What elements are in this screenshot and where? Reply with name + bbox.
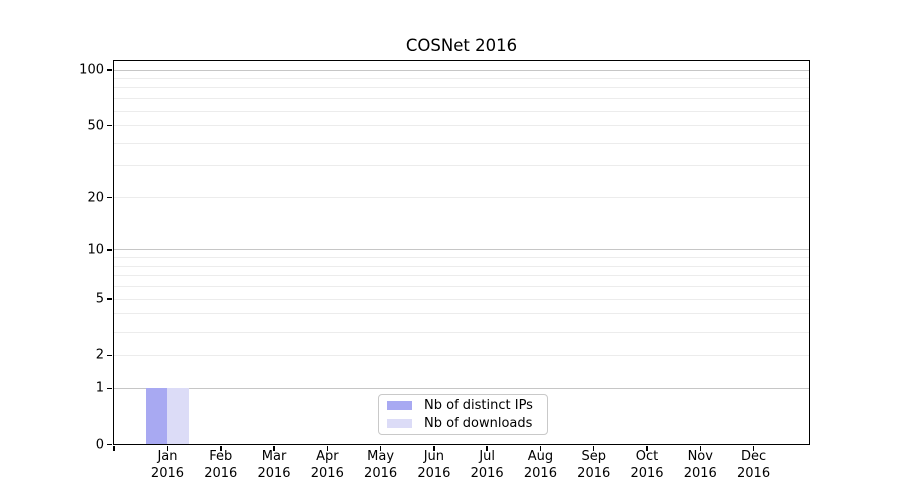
minor-gridline	[113, 125, 810, 127]
x-tick	[113, 446, 115, 451]
x-tick-year: 2016	[683, 465, 717, 481]
legend-swatch-distinct-ips	[387, 401, 412, 410]
y-tick-label: 10	[87, 242, 104, 258]
x-tick-label-aug: Aug 2016	[524, 449, 557, 482]
major-gridline	[113, 387, 810, 389]
x-tick-label-apr: Apr 2016	[311, 449, 344, 482]
x-tick-month: Nov	[687, 449, 713, 464]
y-tick	[106, 69, 112, 71]
x-tick-month: Oct	[635, 449, 659, 464]
legend-item: Nb of distinct IPs	[387, 397, 547, 415]
x-tick-month: May	[367, 449, 395, 464]
x-tick-month: Jun	[423, 449, 445, 464]
y-tick	[106, 298, 112, 300]
minor-gridline	[113, 87, 810, 89]
x-tick	[646, 446, 648, 451]
minor-gridline	[113, 78, 810, 80]
x-tick-year: 2016	[737, 465, 771, 481]
x-tick-year: 2016	[257, 465, 291, 481]
major-gridline	[113, 249, 810, 251]
x-tick	[273, 446, 275, 451]
x-tick-month: Mar	[261, 449, 287, 464]
x-tick	[592, 446, 595, 451]
x-tick-year: 2016	[470, 465, 504, 481]
x-tick-label-feb: Feb 2016	[204, 449, 237, 482]
x-tick-year: 2016	[204, 465, 238, 481]
legend: Nb of distinct IPs Nb of downloads	[378, 394, 548, 435]
y-tick-label: 5	[95, 291, 104, 307]
minor-gridline	[113, 354, 810, 356]
x-tick-year: 2016	[364, 465, 398, 481]
legend-item: Nb of downloads	[387, 415, 547, 433]
x-tick-label-sep: Sep 2016	[577, 449, 610, 482]
x-tick-month: Dec	[740, 449, 767, 464]
x-tick	[539, 446, 542, 451]
y-tick	[106, 249, 112, 251]
bar-distinct-ips-jan	[146, 388, 168, 445]
x-tick-label-may: May 2016	[364, 449, 397, 482]
x-tick-month: Feb	[209, 449, 233, 464]
x-tick-label-mar: Mar 2016	[257, 449, 290, 482]
y-tick	[106, 387, 112, 390]
bar-downloads-jan	[167, 388, 189, 445]
x-tick-month: Aug	[527, 449, 554, 464]
minor-gridline	[113, 298, 810, 300]
x-tick-label-nov: Nov 2016	[684, 449, 717, 482]
minor-gridline	[113, 275, 810, 277]
x-tick	[486, 446, 488, 451]
legend-label-downloads: Nb of downloads	[424, 416, 533, 431]
minor-gridline	[113, 313, 810, 315]
minor-gridline	[113, 98, 810, 100]
major-gridline	[113, 69, 810, 71]
x-tick-label-oct: Oct 2016	[630, 449, 663, 482]
minor-gridline	[113, 331, 810, 333]
x-tick	[433, 446, 435, 451]
x-tick-year: 2016	[150, 465, 185, 481]
y-tick-label: 1	[95, 380, 104, 396]
x-tick-year: 2016	[310, 465, 344, 481]
minor-gridline	[113, 257, 810, 259]
legend-swatch-downloads	[387, 419, 412, 428]
y-tick-label: 100	[79, 62, 104, 78]
y-tick	[106, 124, 112, 127]
x-tick-month: Sep	[581, 449, 606, 464]
x-tick-year: 2016	[577, 465, 611, 481]
x-tick	[379, 446, 382, 451]
x-tick-year: 2016	[523, 465, 557, 481]
x-tick-label-jan: Jan 2016	[151, 449, 184, 482]
legend-label-distinct-ips: Nb of distinct IPs	[424, 398, 533, 413]
x-tick-month: Jul	[479, 449, 495, 464]
x-tick	[699, 446, 702, 451]
y-tick-label: 20	[87, 190, 104, 205]
x-tick	[166, 446, 169, 451]
minor-gridline	[113, 197, 810, 198]
x-tick	[752, 446, 755, 451]
minor-gridline	[113, 265, 810, 267]
chart-title: COSNet 2016	[405, 36, 518, 55]
y-tick	[106, 354, 112, 357]
minor-gridline	[113, 142, 810, 144]
x-tick-year: 2016	[417, 465, 451, 481]
x-tick-label-jun: Jun 2016	[417, 449, 450, 482]
y-tick-label: 2	[95, 347, 104, 363]
minor-gridline	[113, 286, 810, 288]
y-tick-label: 50	[87, 118, 104, 134]
x-tick-month: Apr	[316, 449, 339, 464]
x-tick-label-dec: Dec 2016	[737, 449, 770, 482]
minor-gridline	[113, 165, 810, 167]
y-tick	[106, 196, 112, 199]
x-tick-label-jul: Jul 2016	[471, 449, 504, 482]
minor-gridline	[113, 110, 810, 112]
x-tick	[220, 446, 222, 451]
x-tick	[326, 446, 329, 451]
x-tick-year: 2016	[630, 465, 664, 481]
y-tick	[106, 443, 112, 446]
x-tick-month: Jan	[157, 449, 178, 464]
y-tick-label: 0	[95, 437, 104, 452]
